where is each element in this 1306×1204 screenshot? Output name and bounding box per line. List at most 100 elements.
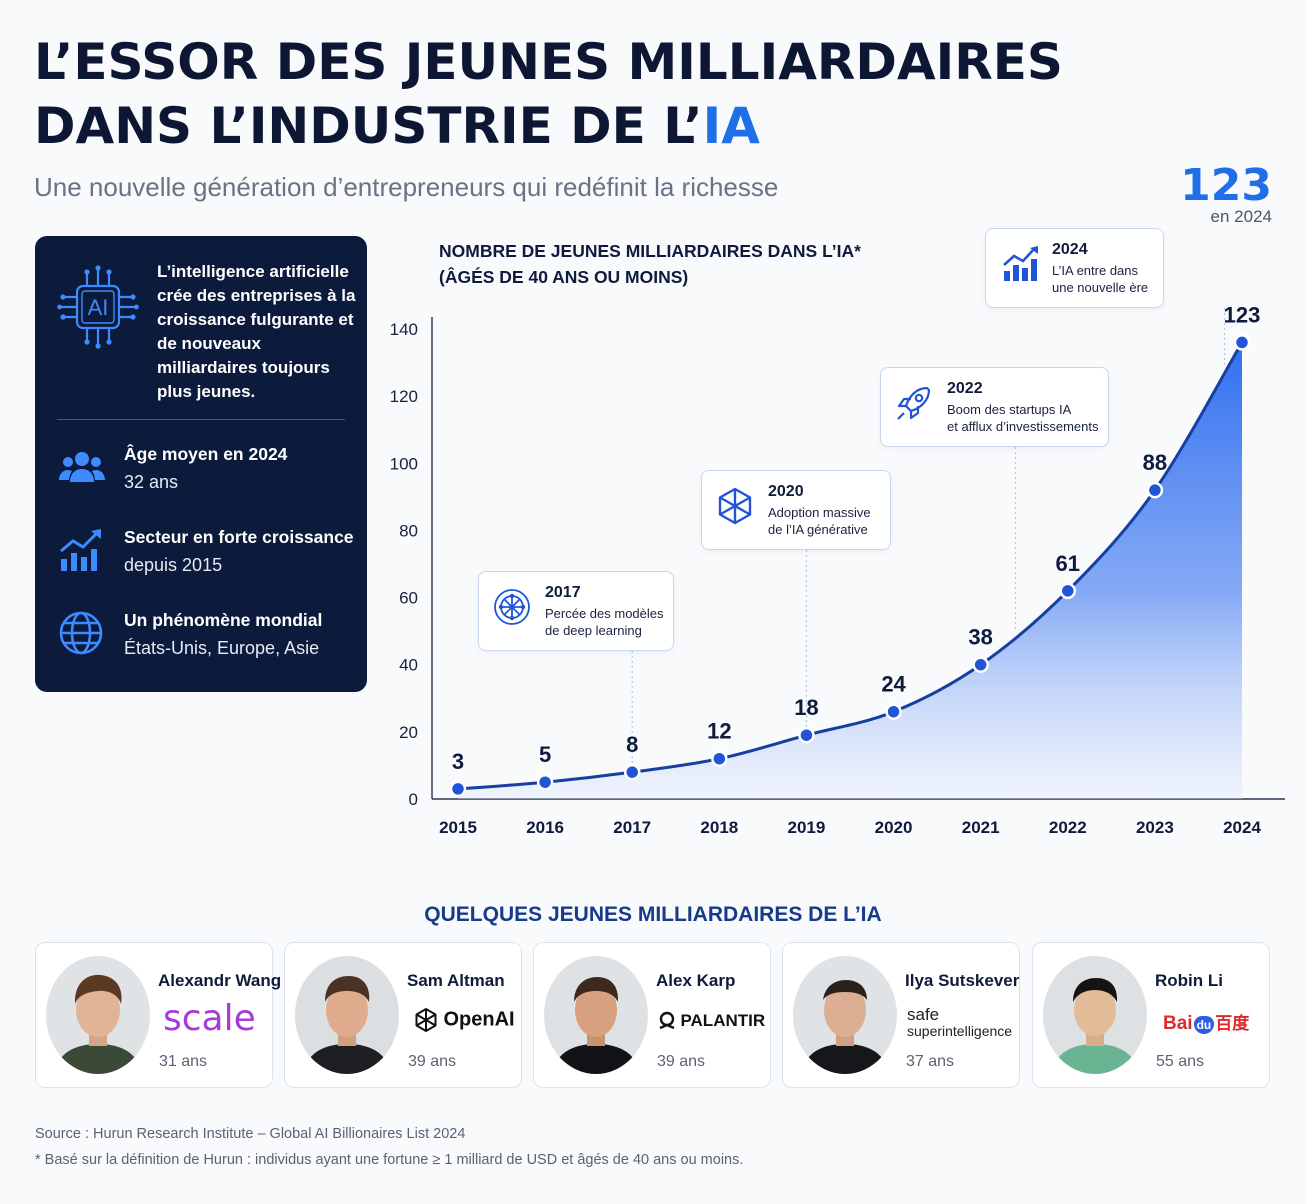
globe-icon <box>59 611 103 655</box>
baidu-logo-bai: Bai <box>1163 1013 1193 1034</box>
data-point <box>711 750 728 767</box>
person-age: 37 ans <box>906 1053 955 1070</box>
openai-knot-icon <box>718 487 752 525</box>
line-chart: 0 20 40 60 80 100 120 140 2015 2016 2017 2018 2019 20… <box>390 302 1285 837</box>
feature-global-sub: États-Unis, Europe, Asie <box>124 638 320 658</box>
x-tick-label: 2016 <box>526 818 564 837</box>
page-title: L’ESSOR DES JEUNES MILLIARDAIRES DANS L’… <box>34 30 1094 158</box>
data-label: 88 <box>1143 450 1167 475</box>
data-label: 123 <box>1224 302 1261 327</box>
data-point <box>449 780 467 798</box>
ai-chip-label: AI <box>88 295 109 320</box>
data-label: 18 <box>794 695 818 720</box>
person-card: Alex Karp PALANTIR 39 ans <box>533 942 771 1088</box>
avatar <box>793 956 897 1074</box>
person-name: Alexandr Wang <box>158 971 282 990</box>
feature-age-title: Âge moyen en 2024 <box>124 444 288 464</box>
avatar <box>1043 956 1147 1074</box>
data-label: 12 <box>707 719 731 744</box>
annotation-2020-year: 2020 <box>768 483 804 500</box>
data-point <box>536 773 554 791</box>
annotation-2024-year: 2024 <box>1052 241 1088 258</box>
x-tick-label: 2024 <box>1223 818 1261 837</box>
baidu-logo-chinese: 百度 <box>1215 1014 1250 1033</box>
y-tick-label: 120 <box>390 387 418 406</box>
page-subtitle: Une nouvelle génération d’entrepreneurs … <box>34 172 779 202</box>
ssi-logo: safe superintelligence <box>907 1005 1012 1047</box>
ai-chip-icon: AI <box>57 265 139 349</box>
info-panel: AI L’intelligence artificielle crée des … <box>35 236 367 692</box>
person-age: 31 ans <box>159 1053 208 1070</box>
x-tick-label: 2020 <box>875 818 913 837</box>
person-name: Ilya Sutskever <box>905 971 1020 990</box>
kpi-value: 123 <box>1180 160 1272 211</box>
person-name: Alex Karp <box>656 971 736 990</box>
annotation-2020-text: Adoption massive de l’IA générative <box>768 504 928 538</box>
palantir-logo-text: PALANTIR <box>680 1011 766 1030</box>
data-label: 24 <box>881 672 906 697</box>
scale-logo: scale <box>163 999 256 1039</box>
title-accent: IA <box>702 97 760 155</box>
data-label: 38 <box>968 625 992 650</box>
people-section-title: QUELQUES JEUNES MILLIARDAIRES DE L’IA <box>424 903 882 926</box>
y-tick-label: 0 <box>409 790 418 809</box>
people-icon <box>59 452 105 482</box>
annotation-2022-year: 2022 <box>947 380 983 397</box>
baidu-logo-du: du <box>1193 1016 1215 1034</box>
annotation-2024-text-line-1: L’IA entre dans <box>1052 263 1139 278</box>
feature-global-title: Un phénomène mondial <box>124 610 323 630</box>
data-label: 8 <box>626 732 638 757</box>
data-point <box>1059 582 1077 600</box>
data-label: 3 <box>452 749 464 774</box>
annotation-2017: 2017 Percée des modèles de deep learning <box>478 571 674 651</box>
avatar <box>295 956 399 1074</box>
annotation-2022-text-line-1: Boom des startups IA <box>947 402 1072 417</box>
panel-divider <box>57 419 345 420</box>
avatar <box>544 956 648 1074</box>
chart-title: NOMBRE DE JEUNES MILLIARDAIRES DANS L’IA… <box>439 238 861 290</box>
openai-logo: OpenAI <box>413 1007 515 1047</box>
annotation-2020-text-line-2: de l’IA générative <box>768 522 868 537</box>
annotation-2022-text-line-2: et afflux d’investissements <box>947 419 1099 434</box>
annotation-2017-text-line-2: de deep learning <box>545 623 642 638</box>
person-age: 39 ans <box>657 1053 706 1070</box>
series-line <box>457 341 1244 791</box>
person-age: 55 ans <box>1156 1053 1205 1070</box>
person-card: Alexandr Wang scale 31 ans <box>35 942 281 1088</box>
avatar <box>46 956 150 1074</box>
people-cards: Alexandr Wang scale 31 ans Sam Altman Op… <box>35 942 1271 1088</box>
feature-growth: Secteur en forte croissance depuis 2015 <box>57 519 357 579</box>
x-tick-label: 2018 <box>700 818 738 837</box>
data-label: 61 <box>1056 551 1080 576</box>
palantir-logo: PALANTIR <box>658 1011 765 1051</box>
baidu-logo: Bai du 百度 <box>1163 1009 1249 1049</box>
y-tick-label: 40 <box>399 656 418 675</box>
data-point <box>1146 481 1164 499</box>
data-point <box>1233 334 1251 351</box>
annotation-2024-text: L’IA entre dans une nouvelle ère <box>1052 262 1162 296</box>
rocket-icon <box>897 386 931 420</box>
annotation-2017-year: 2017 <box>545 584 581 601</box>
brain-network-icon <box>494 589 530 625</box>
x-tick-label: 2021 <box>962 818 1000 837</box>
data-label: 5 <box>539 742 551 767</box>
annotation-2024: 2024 L’IA entre dans une nouvelle ère <box>985 228 1164 308</box>
y-tick-label: 80 <box>399 521 418 540</box>
openai-logo-text: OpenAI <box>443 1008 515 1031</box>
person-card: Sam Altman OpenAI 39 ans <box>284 942 522 1088</box>
bar-trend-icon <box>1003 246 1038 281</box>
feature-age-value: 32 ans <box>124 472 179 492</box>
x-tick-label: 2017 <box>613 818 651 837</box>
y-tick-label: 140 <box>390 320 418 339</box>
palantir-icon <box>659 1011 675 1030</box>
data-point <box>972 656 989 673</box>
y-tick-label: 60 <box>399 589 418 608</box>
data-point <box>798 726 815 744</box>
ssi-logo-line-1: safe <box>907 1005 940 1024</box>
person-age: 39 ans <box>408 1053 457 1070</box>
annotation-2017-text-line-1: Percée des modèles <box>545 606 664 621</box>
annotation-2022: 2022 Boom des startups IA et afflux d’inv… <box>880 367 1109 447</box>
title-line-2: DANS L’INDUSTRIE DE L’IA <box>34 94 1094 158</box>
person-card: Robin Li Bai du 百度 55 ans <box>1032 942 1270 1088</box>
person-name: Sam Altman <box>407 971 505 990</box>
